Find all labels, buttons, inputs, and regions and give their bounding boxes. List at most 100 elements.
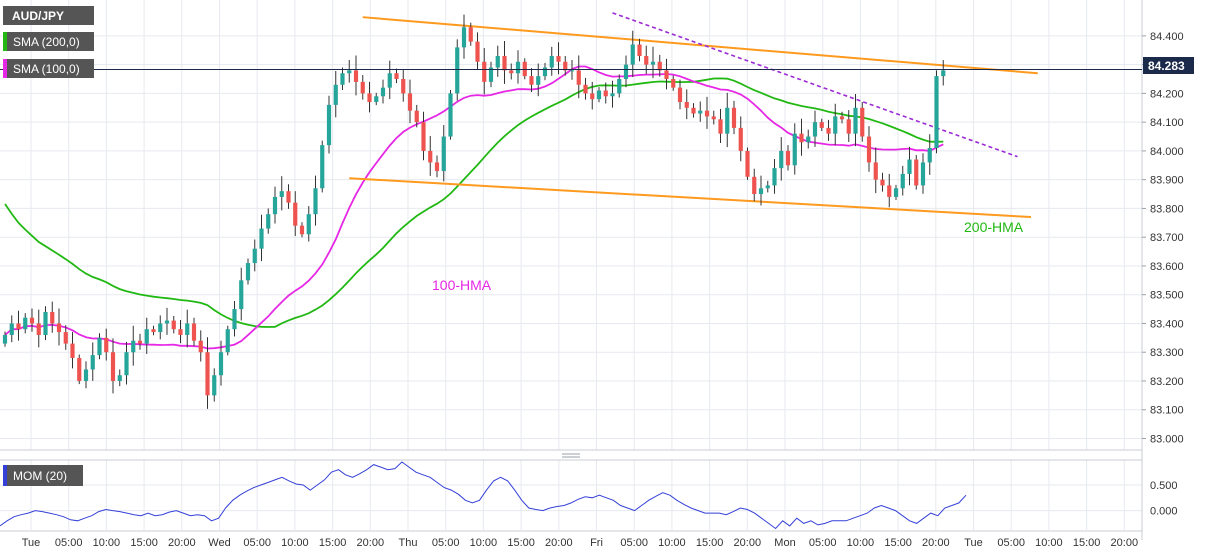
candle-bullish [488, 67, 494, 82]
legend-sma200-box [3, 32, 94, 51]
price-tick-label: 83.700 [1150, 232, 1184, 244]
legend-sma100-box [3, 59, 94, 78]
candle-bearish [590, 93, 595, 100]
price-tick-label: 83.600 [1150, 261, 1184, 273]
price-tick-label: 83.300 [1150, 347, 1184, 359]
candle-bearish [63, 332, 68, 344]
candle-bearish [644, 56, 649, 65]
candle-bearish [36, 323, 41, 335]
candle-bullish [623, 64, 629, 80]
legend-sma200[interactable]: SMA (200,0) [3, 32, 94, 51]
price-tick-label: 83.900 [1150, 175, 1184, 187]
candle-bearish [29, 317, 35, 324]
candle-bullish [164, 320, 170, 324]
candle-bearish [428, 150, 433, 163]
current-price-box [1143, 57, 1194, 74]
candle-bearish [522, 61, 527, 77]
candle-bearish [799, 133, 804, 143]
legend-pair-box [3, 6, 94, 25]
candle-bearish [603, 90, 608, 97]
time-tick-label: 20:00 [357, 537, 385, 549]
candle-bullish [806, 136, 811, 143]
candle-bearish [137, 340, 143, 344]
time-tick-label: 15:00 [884, 537, 912, 549]
channel-upper-trendline [362, 16, 1038, 75]
candle-bullish [326, 104, 332, 146]
candle-bearish [860, 107, 865, 137]
legend-pair[interactable]: AUD/JPY [3, 6, 94, 25]
candle-bullish [83, 369, 89, 381]
candle-bearish [914, 159, 919, 186]
time-tick-label: 05:00 [620, 537, 648, 549]
candle-bearish [880, 179, 885, 186]
candle-bullish [320, 145, 325, 189]
time-tick-label: 20:00 [1111, 537, 1139, 549]
candle-bullish [347, 70, 352, 74]
candle-bearish [846, 119, 851, 134]
candle-bullish [185, 323, 190, 335]
legend-mom-swatch [3, 465, 7, 486]
candle-bearish [360, 81, 365, 94]
candle-bearish [151, 329, 156, 333]
candle-bullish [225, 329, 230, 353]
candle-bearish [56, 323, 62, 333]
candle-bearish [529, 76, 534, 85]
candle-bullish [441, 136, 446, 172]
candle-bearish [637, 44, 642, 57]
time-tick-label: 10:00 [281, 537, 309, 549]
time-tick-label: 15:00 [319, 537, 347, 549]
time-tick-label: 05:00 [809, 537, 837, 549]
candle-bearish [401, 79, 406, 94]
candle-bearish [819, 122, 824, 128]
candle-bullish [596, 90, 602, 100]
candle-bullish [853, 107, 858, 134]
candle-bearish [191, 323, 197, 341]
time-tick-label: 20:00 [168, 537, 196, 549]
candle-bearish [873, 162, 878, 180]
legend-mom[interactable]: MOM (20) [3, 465, 83, 486]
price-tick-label: 84.400 [1150, 31, 1184, 43]
channel-lower-trendline [349, 177, 1032, 219]
candle-bearish [752, 176, 757, 195]
candle-bullish [536, 76, 541, 85]
time-tick-label: 15:00 [696, 537, 724, 549]
candle-bullish [272, 196, 278, 215]
legend-mom-label: MOM (20) [13, 469, 67, 483]
pane-resize-handle[interactable] [562, 453, 580, 458]
time-tick-label: 05:00 [243, 537, 271, 549]
price-tick-label: 83.000 [1150, 433, 1184, 445]
candle-bearish [745, 150, 750, 177]
candle-bearish [475, 41, 480, 62]
candle-bearish [171, 320, 176, 330]
time-tick-label: Mon [774, 537, 795, 549]
candle-bullish [9, 323, 14, 335]
candle-bearish [16, 323, 21, 330]
candle-bearish [293, 202, 298, 226]
candle-bearish [299, 225, 305, 235]
candle-bullish [833, 116, 838, 134]
candle-bullish [515, 61, 521, 74]
candle-bullish [131, 340, 136, 353]
candle-bearish [421, 122, 426, 151]
candle-bullish [495, 56, 500, 68]
price-tick-label: 83.800 [1150, 203, 1184, 215]
candle-bullish [23, 317, 28, 330]
candle-bearish [407, 93, 413, 111]
price-grid [0, 0, 1142, 450]
candle-bullish [650, 61, 656, 65]
candle-bullish [569, 70, 575, 72]
candle-bearish [691, 107, 696, 114]
time-tick-label: 20:00 [734, 537, 762, 549]
time-tick-label: 15:00 [130, 537, 158, 549]
time-tick-label: 10:00 [658, 537, 686, 549]
time-tick-label: 15:00 [1073, 537, 1101, 549]
candle-bullish [124, 352, 129, 376]
candle-bullish [266, 214, 271, 229]
candle-bearish [394, 73, 399, 80]
candle-bullish [252, 248, 257, 264]
candle-bearish [353, 70, 359, 82]
legend-sma100[interactable]: SMA (100,0) [3, 59, 94, 78]
candle-bullish [461, 27, 467, 48]
candle-bullish [245, 263, 251, 281]
